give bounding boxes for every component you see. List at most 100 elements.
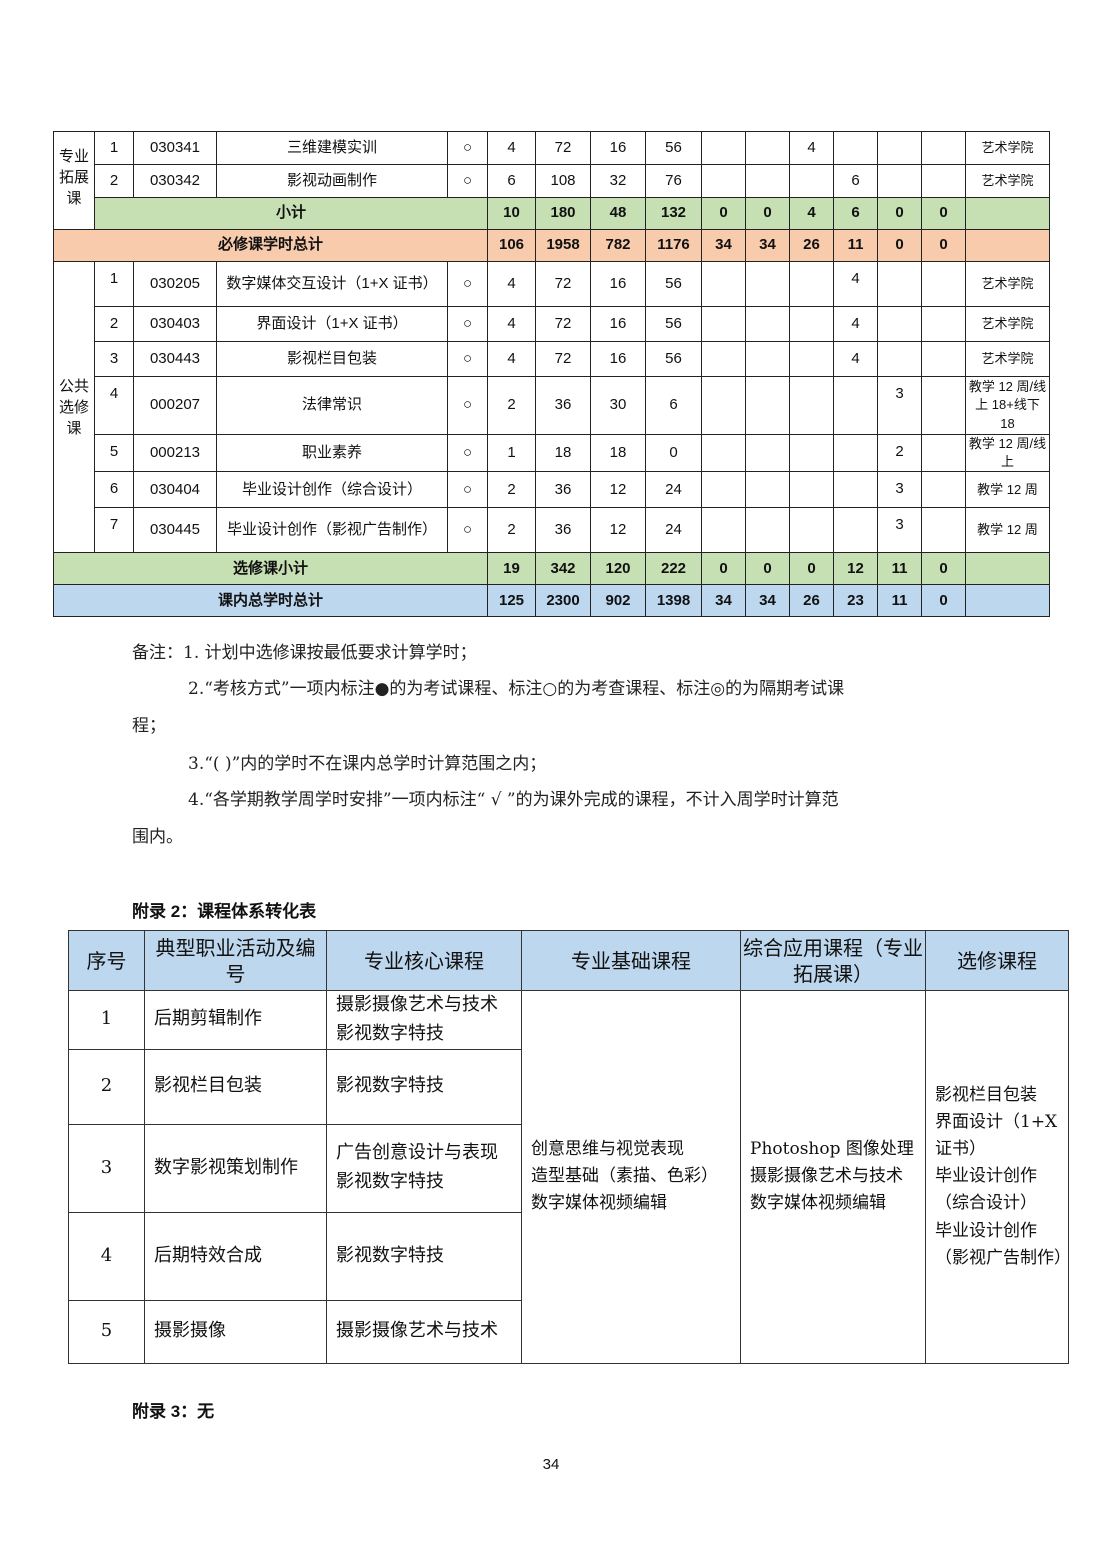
table-cell: ○	[447, 433, 488, 473]
table-cell: 摄影摄像	[144, 1299, 327, 1364]
table-cell: 36	[535, 507, 591, 554]
table-cell	[745, 341, 790, 377]
table-row: 6 030404 毕业设计创作（综合设计） ○ 2 36 12 24 3 教学 12 周	[54, 471, 1050, 509]
table-cell: 030443	[133, 341, 217, 377]
table-cell: 3	[877, 376, 922, 435]
table-cell	[701, 433, 746, 473]
table-cell: ○	[447, 261, 488, 307]
ext_subtotal-row: 小计 10 180 48 132 0 0 4 6 0 0	[53, 197, 1050, 230]
table-cell	[833, 131, 878, 165]
course-plan-table: 专业拓展课 1 030341 三维建模实训 ○ 4 72 16 56 4 艺术学院 2 030342 影视…	[53, 131, 1050, 618]
table-cell: 4	[487, 131, 536, 165]
table-cell: 摄影摄像艺术与技术 影视数字特技	[326, 990, 522, 1050]
column-header: 综合应用课程（专业拓展课）	[740, 930, 926, 991]
table-cell: 24	[645, 507, 702, 554]
table-cell: 艺术学院	[965, 261, 1050, 307]
note-2: 2.“考核方式”一项内标注●的为考试课程、标注○的为考查课程、标注◎的为隔期考试…	[188, 679, 845, 699]
column-header: 典型职业活动及编号	[144, 930, 327, 991]
table-cell: 0	[921, 229, 966, 262]
table-cell: 影视动画制作	[216, 164, 448, 198]
table-cell: 32	[590, 164, 646, 198]
table-cell	[745, 471, 790, 509]
table-cell: ○	[447, 306, 488, 342]
table-cell: 影视数字特技	[326, 1211, 522, 1301]
table-cell: 000207	[133, 376, 217, 435]
table-cell: 法律常识	[216, 376, 448, 435]
table-cell: 6	[833, 197, 878, 230]
table-cell: 6	[833, 164, 878, 198]
table-cell: 56	[645, 306, 702, 342]
table-cell: 0	[921, 584, 966, 618]
table-cell: 2	[68, 1048, 145, 1125]
table-cell: 1958	[535, 229, 591, 262]
table-cell: 56	[645, 261, 702, 307]
row-label: 课内总学时总计	[53, 584, 488, 618]
table-cell: 0	[921, 552, 966, 586]
table-cell: 0	[745, 552, 790, 586]
table-cell: 5	[94, 433, 134, 473]
table-cell: 11	[877, 552, 922, 586]
table-cell: 后期特效合成	[144, 1211, 327, 1301]
table-cell	[745, 131, 790, 165]
table-cell: 2	[487, 471, 536, 509]
table-cell: 782	[590, 229, 646, 262]
table-cell: 教学 12 周/线上 18+线下 18	[965, 376, 1050, 435]
group-label: 专业拓展课	[53, 131, 95, 230]
table-cell: 11	[877, 584, 922, 618]
column-header: 专业核心课程	[326, 930, 522, 991]
table-cell	[877, 164, 922, 198]
table-cell: 4	[833, 261, 878, 307]
table-cell	[789, 341, 834, 377]
table-cell	[921, 507, 966, 554]
table-cell	[921, 341, 966, 377]
table-row: 4 后期特效合成 影视数字特技	[68, 1211, 1069, 1301]
table-cell: 1	[94, 261, 134, 307]
table-cell: 132	[645, 197, 702, 230]
table-cell: 1398	[645, 584, 702, 618]
table-cell: 030403	[133, 306, 217, 342]
table-cell: 12	[833, 552, 878, 586]
table-cell: 2	[94, 164, 134, 198]
table-cell: 0	[645, 433, 702, 473]
table-cell: 4	[487, 306, 536, 342]
table-cell: 2	[877, 433, 922, 473]
table-cell: 数字影视策划制作	[144, 1123, 327, 1213]
table-cell	[701, 507, 746, 554]
table-cell: 180	[535, 197, 591, 230]
table-cell: 7	[94, 507, 134, 554]
table-cell	[789, 261, 834, 307]
table-cell: 26	[789, 584, 834, 618]
table-cell: 24	[645, 471, 702, 509]
table-cell: 3	[68, 1123, 145, 1213]
table-cell	[965, 197, 1050, 230]
table-cell: 后期剪辑制作	[144, 990, 327, 1050]
table-cell: 1	[487, 433, 536, 473]
table-cell: 5	[68, 1299, 145, 1364]
note-2-cont: 程；	[132, 716, 166, 736]
table-cell: 0	[701, 552, 746, 586]
elective-courses: 影视栏目包装 界面设计（1+X证书） 毕业设计创作（综合设计） 毕业设计创作（影…	[925, 990, 1071, 1364]
table-cell: 12	[590, 471, 646, 509]
table-cell: 1176	[645, 229, 702, 262]
table-cell: 0	[921, 197, 966, 230]
table-cell: 26	[789, 229, 834, 262]
table-cell: 0	[877, 197, 922, 230]
table-cell: 18	[535, 433, 591, 473]
grand_total-row: 课内总学时总计 125 2300 902 1398 34 34 26 23 11 0	[53, 584, 1050, 618]
table-cell: 教学 12 周/线上	[965, 433, 1050, 473]
table-cell	[965, 229, 1050, 262]
table-cell: 0	[789, 552, 834, 586]
table-cell: 3	[877, 471, 922, 509]
table-cell	[877, 261, 922, 307]
table-cell: 34	[745, 229, 790, 262]
table-cell	[789, 306, 834, 342]
table-row: 4 000207 法律常识 ○ 2 36 30 6 3 教学 12 周/线上 18+线下 18	[54, 376, 1050, 435]
table-cell: 4	[94, 376, 134, 435]
table-row: 2 影视栏目包装 影视数字特技	[68, 1048, 1069, 1125]
table-cell	[701, 341, 746, 377]
table-cell: 1	[68, 990, 145, 1050]
table-cell: 6	[645, 376, 702, 435]
table-cell	[701, 306, 746, 342]
table-cell: ○	[447, 376, 488, 435]
table-cell: 16	[590, 131, 646, 165]
